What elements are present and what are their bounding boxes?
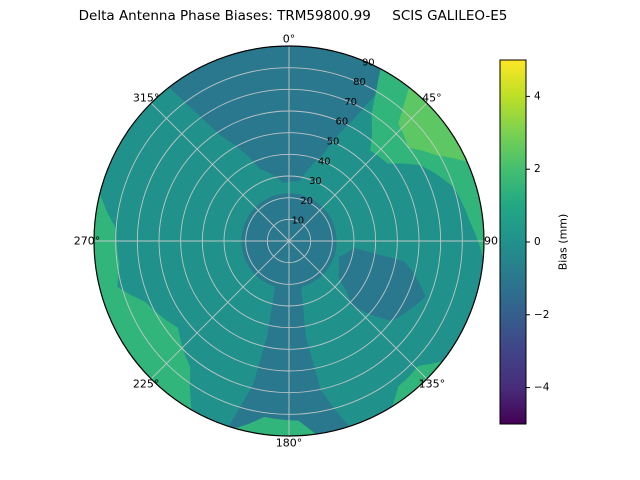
radial-tick-label-90: 90 (362, 57, 375, 68)
radial-tick-label-80: 80 (353, 77, 366, 88)
radial-tick-label-20: 20 (300, 196, 313, 207)
azimuth-label-135: 135° (419, 377, 446, 390)
azimuth-labels: 0° 45° 90 135° 180° 225° 270° 315° (74, 33, 498, 450)
polar-grid (93, 45, 485, 437)
colorbar-tick-label-4: 4 (534, 90, 541, 102)
colorbar-gradient (499, 59, 527, 425)
colorbar-tick-label--2: −2 (534, 309, 549, 321)
contour-region-band-2-3-upper-right (398, 87, 468, 162)
azimuth-label-225: 225° (133, 377, 160, 390)
contour-region-band-1-2-upper-right (370, 68, 484, 258)
azimuth-label-180: 180° (276, 437, 303, 450)
contour-region-band-1-2-lower-left (94, 193, 192, 410)
radial-tick-label-60: 60 (336, 117, 349, 128)
radial-tick-label-30: 30 (309, 176, 322, 187)
radial-tick-label-40: 40 (318, 156, 331, 167)
plot-boundary (93, 45, 485, 437)
colorbar-axis-label: Bias (mm) (557, 214, 570, 271)
radial-tick-label-70: 70 (344, 97, 357, 108)
grid-spoke-315 (150, 102, 290, 242)
grid-spoke-45 (288, 102, 428, 242)
radial-tick-labels: 10 20 30 40 50 60 70 80 90 (291, 57, 374, 226)
radial-tick-label-10: 10 (291, 216, 304, 227)
radial-tick-label-50: 50 (327, 137, 340, 148)
colorbar-tick-label--4: −4 (534, 382, 550, 394)
contour-region-band-1-2-bottom (235, 416, 317, 436)
chart-title: Delta Antenna Phase Biases: TRM59800.99 … (78, 8, 508, 24)
azimuth-label-0: 0° (283, 33, 296, 46)
grid-spoke-225 (150, 240, 290, 380)
colorbar-tick-label-2: 2 (534, 163, 541, 175)
azimuth-label-270: 270° (74, 235, 101, 248)
azimuth-label-315: 315° (133, 92, 160, 105)
contour-region-band-1-2-lower-right (392, 361, 443, 407)
azimuth-label-45: 45° (422, 92, 442, 105)
grid-spoke-135 (288, 240, 428, 380)
colorbar-tick-label-0: 0 (534, 236, 541, 248)
colorbar: 4 2 0 −2 −4 Bias (mm) (499, 59, 570, 425)
azimuth-label-90: 90 (484, 235, 498, 248)
